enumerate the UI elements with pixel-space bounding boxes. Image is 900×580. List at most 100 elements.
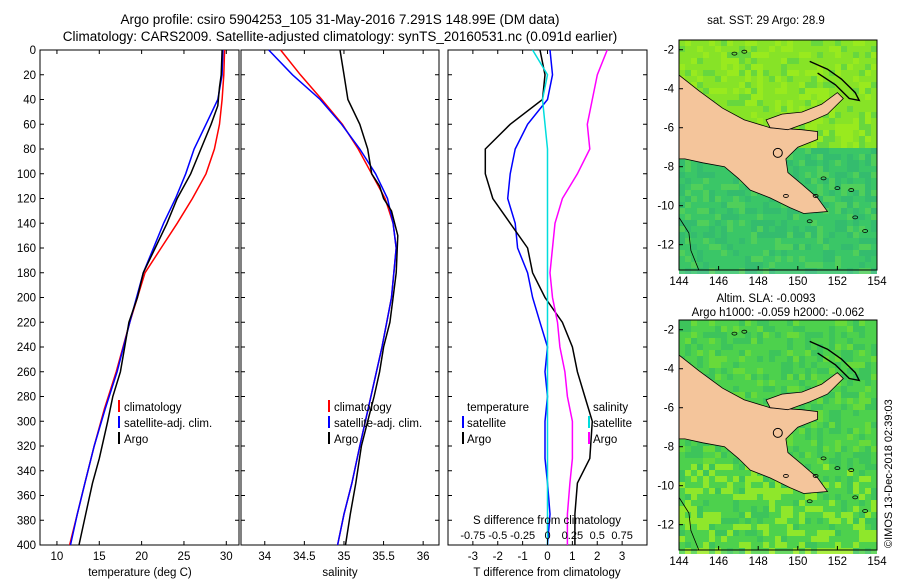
- sea-cell: [859, 476, 865, 482]
- sea-cell: [733, 232, 739, 238]
- sea-cell: [841, 154, 847, 160]
- sea-cell: [709, 262, 715, 268]
- sea-cell: [679, 548, 685, 554]
- sea-cell: [823, 374, 829, 380]
- sea-cell: [751, 548, 757, 554]
- sea-cell: [769, 226, 775, 232]
- sea-cell: [871, 220, 877, 226]
- sea-cell: [727, 494, 733, 500]
- sea-cell: [859, 268, 865, 274]
- sea-cell: [739, 256, 745, 262]
- sea-cell: [865, 124, 871, 130]
- sea-cell: [805, 500, 811, 506]
- sea-cell: [721, 262, 727, 268]
- sea-cell: [709, 88, 715, 94]
- sea-cell: [871, 136, 877, 142]
- sea-cell: [811, 500, 817, 506]
- sea-cell: [847, 416, 853, 422]
- sea-cell: [835, 46, 841, 52]
- sea-cell: [817, 190, 823, 196]
- sea-cell: [847, 88, 853, 94]
- sea-cell: [799, 362, 805, 368]
- sea-cell: [841, 130, 847, 136]
- sea-cell: [757, 244, 763, 250]
- depth-tick-label: 340: [17, 466, 36, 478]
- sea-cell: [757, 76, 763, 82]
- sea-cell: [799, 338, 805, 344]
- sea-cell: [829, 512, 835, 518]
- sea-cell: [715, 446, 721, 452]
- sea-cell: [865, 476, 871, 482]
- sea-cell: [835, 392, 841, 398]
- island: [812, 474, 819, 478]
- sea-cell: [691, 184, 697, 190]
- sea-cell: [871, 548, 877, 554]
- sea-cell: [829, 518, 835, 524]
- sea-cell: [835, 238, 841, 244]
- sea-cell: [703, 368, 709, 374]
- sea-cell: [739, 524, 745, 530]
- sea-cell: [853, 494, 859, 500]
- sea-cell: [685, 320, 691, 326]
- sea-cell: [745, 392, 751, 398]
- sea-cell: [871, 488, 877, 494]
- sea-cell: [745, 196, 751, 202]
- sea-cell: [847, 374, 853, 380]
- sea-cell: [703, 452, 709, 458]
- sea-cell: [835, 244, 841, 250]
- land-new-britain: [765, 92, 844, 131]
- sea-cell: [859, 410, 865, 416]
- sea-cell: [703, 82, 709, 88]
- sea-cell: [865, 422, 871, 428]
- sea-cell: [781, 268, 787, 274]
- sea-cell: [835, 506, 841, 512]
- sea-cell: [769, 250, 775, 256]
- sea-cell: [859, 202, 865, 208]
- sea-cell: [691, 82, 697, 88]
- sea-cell: [703, 40, 709, 46]
- sea-cell: [847, 220, 853, 226]
- sea-cell: [769, 268, 775, 274]
- sea-cell: [739, 100, 745, 106]
- sea-cell: [847, 542, 853, 548]
- sea-cell: [871, 464, 877, 470]
- sea-cell: [853, 392, 859, 398]
- sea-cell: [793, 172, 799, 178]
- sea-cell: [871, 190, 877, 196]
- sea-cell: [835, 82, 841, 88]
- land-new-guinea: [678, 74, 829, 214]
- sea-cell: [679, 232, 685, 238]
- sea-cell: [841, 374, 847, 380]
- series-line: [549, 49, 608, 545]
- sea-cell: [817, 76, 823, 82]
- sea-cell: [817, 422, 823, 428]
- sea-cell: [703, 250, 709, 256]
- sea-cell: [805, 422, 811, 428]
- sea-cell: [679, 208, 685, 214]
- sea-cell: [781, 362, 787, 368]
- sea-cell: [775, 524, 781, 530]
- sea-cell: [805, 148, 811, 154]
- sea-cell: [835, 356, 841, 362]
- sea-cell: [853, 58, 859, 64]
- sea-cell: [703, 64, 709, 70]
- sea-cell: [823, 178, 829, 184]
- sea-cell: [757, 326, 763, 332]
- sea-cell: [841, 392, 847, 398]
- sea-cell: [733, 250, 739, 256]
- sea-cell: [829, 338, 835, 344]
- sea-cell: [853, 398, 859, 404]
- sea-cell: [739, 338, 745, 344]
- sea-cell: [691, 172, 697, 178]
- sea-cell: [739, 332, 745, 338]
- sea-cell: [709, 494, 715, 500]
- series-line: [69, 49, 224, 546]
- sea-cell: [739, 52, 745, 58]
- sea-cell: [817, 548, 823, 554]
- sea-cell: [769, 100, 775, 106]
- sea-cell: [775, 500, 781, 506]
- sea-cell: [817, 268, 823, 274]
- sea-cell: [805, 58, 811, 64]
- sea-cell: [853, 124, 859, 130]
- sea-cell: [775, 58, 781, 64]
